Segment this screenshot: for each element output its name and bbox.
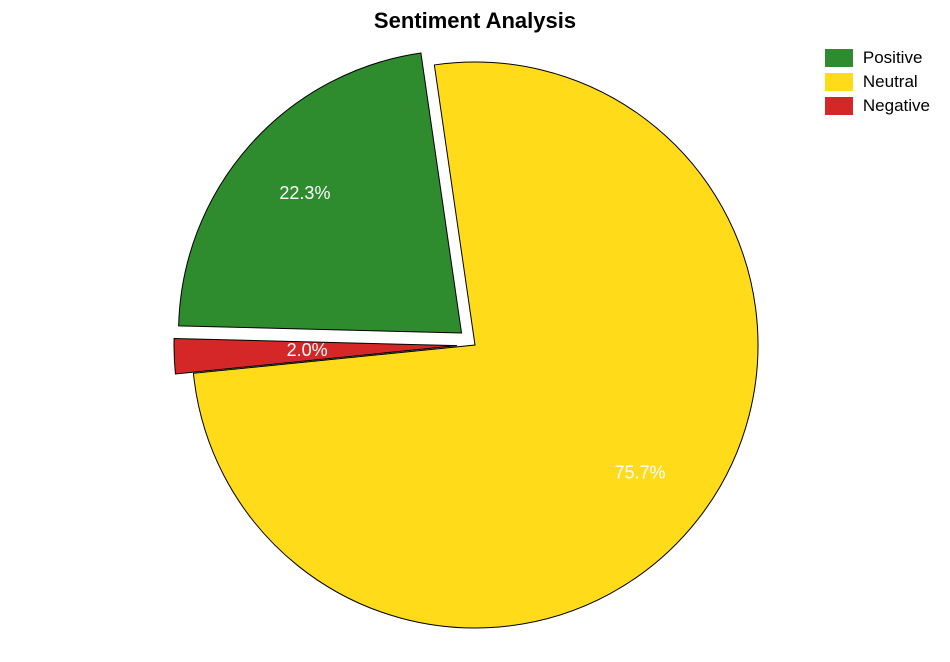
pie-chart: 75.7% 22.3% 2.0% — [0, 0, 950, 662]
pie-label-negative: 2.0% — [287, 340, 328, 360]
pie-label-positive: 22.3% — [279, 183, 330, 203]
pie-label-neutral: 75.7% — [615, 463, 666, 483]
